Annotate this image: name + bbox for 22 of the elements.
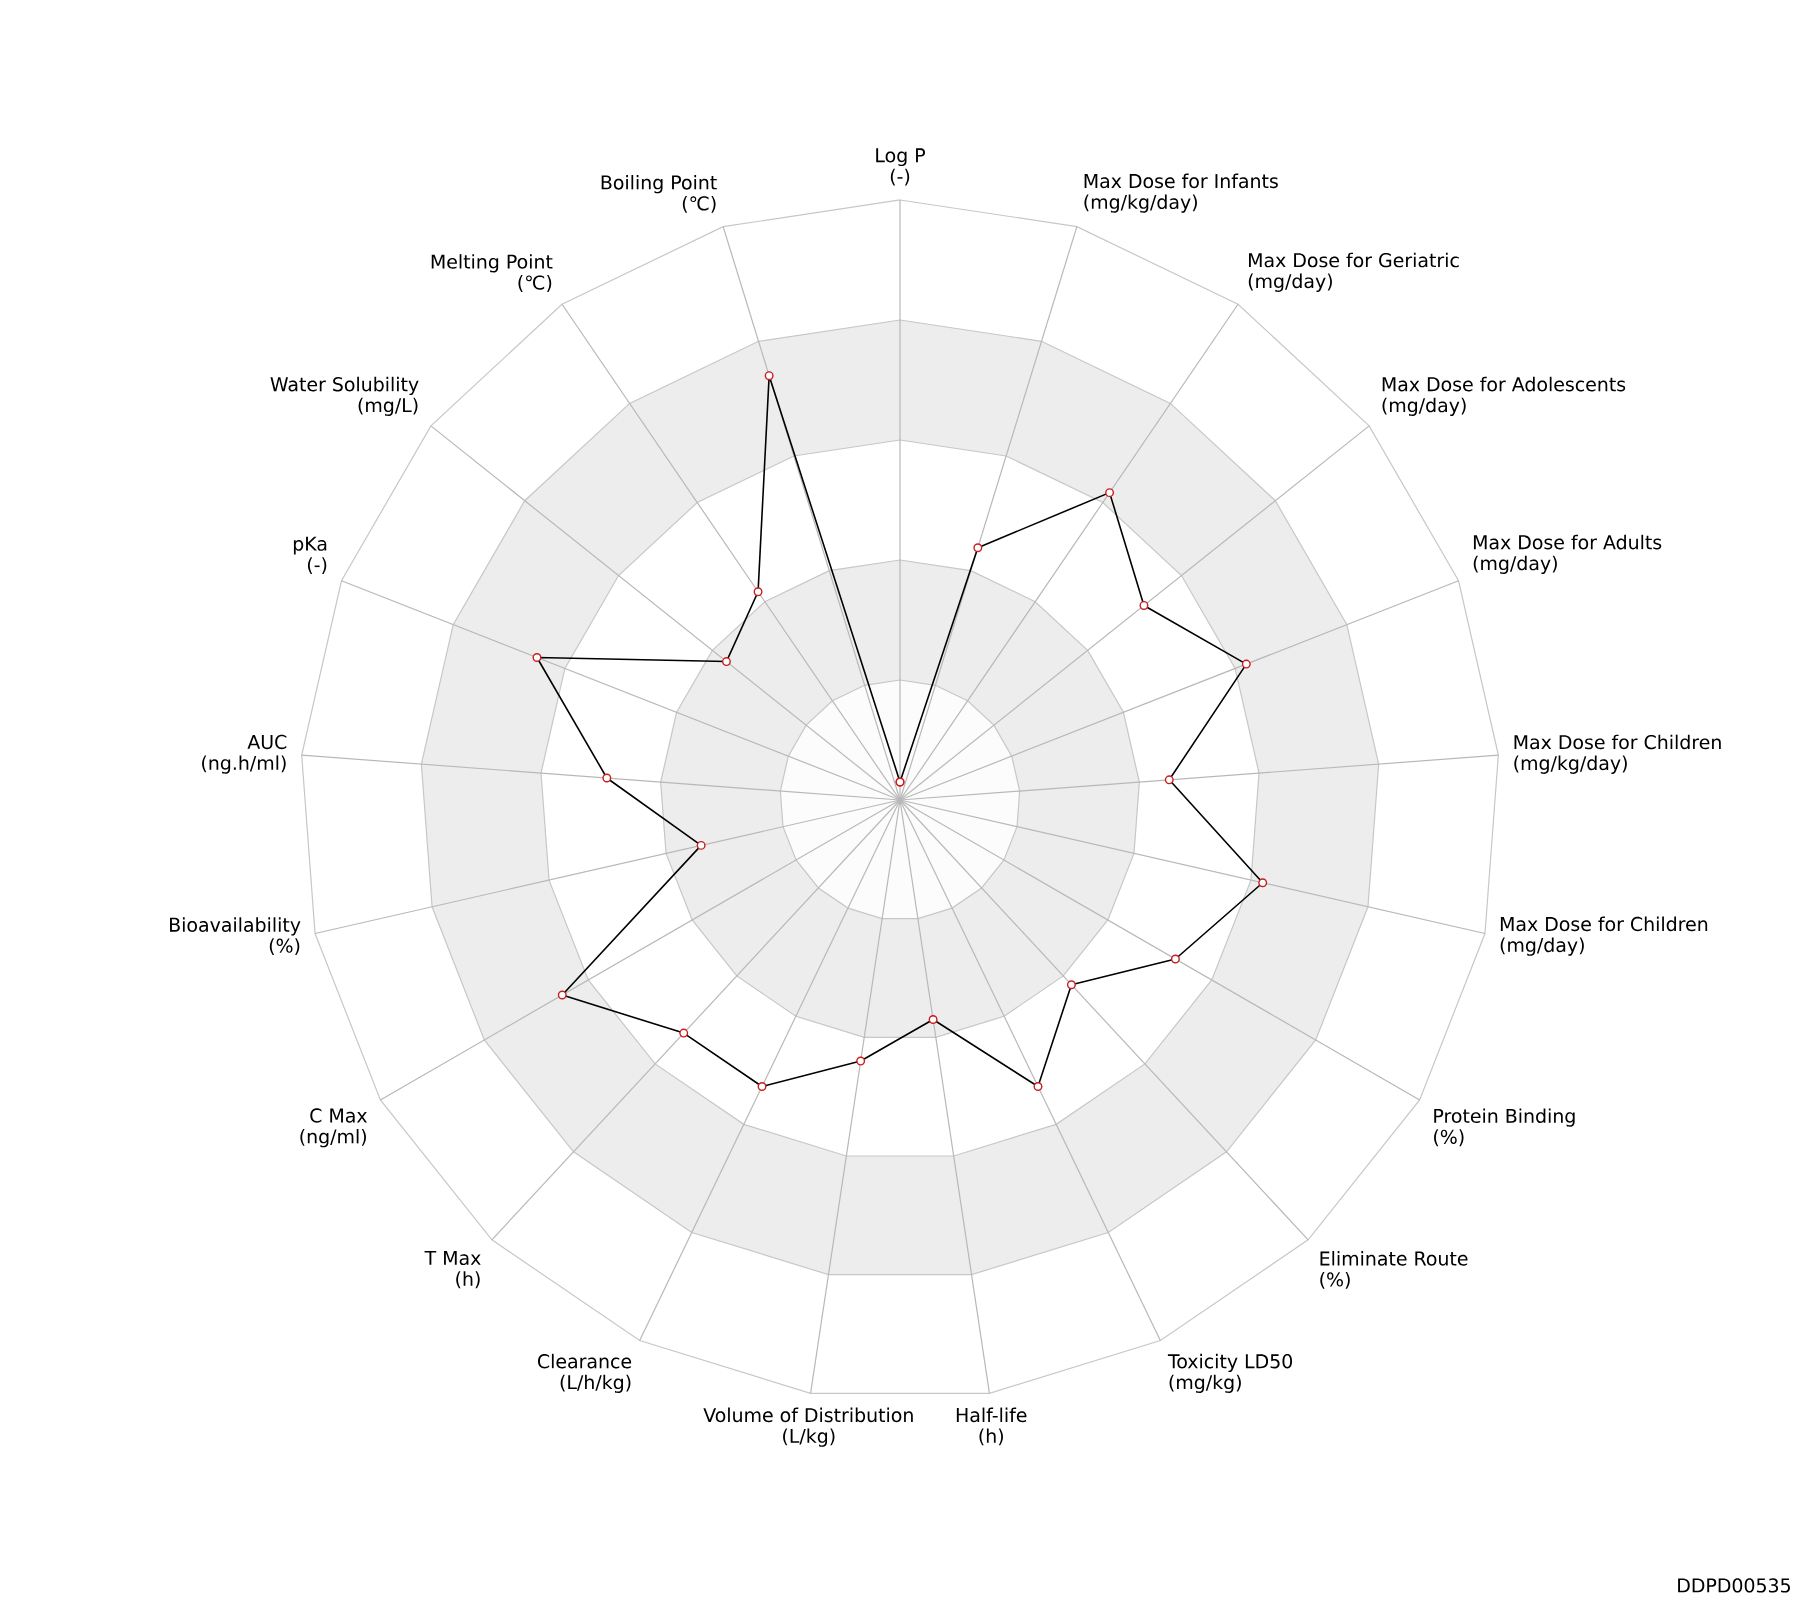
spoke-label: Max Dose for Children (mg/kg/day) [1514,734,1721,774]
spoke-label: Max Dose for Infants (mg/kg/day) [1084,173,1278,213]
spoke-label: Melting Point (℃) [431,254,553,292]
spoke-label: Max Dose for Adolescents (mg/day) [1382,376,1626,417]
spoke-label: T Max (h) [424,1251,481,1289]
text: DDPD00535 [1678,1578,1790,1593]
spoke-label: Log P (-) [876,148,925,186]
spoke-label: Toxicity LD50 (mg/kg) [1167,1353,1293,1394]
spoke-label: Volume of Distribution (L/kg) [703,1407,913,1447]
spoke-label: Boiling Point (℃) [601,174,717,213]
spoke-label: Protein Binding (%) [1434,1108,1575,1147]
spoke-label: pKa (-) [293,536,327,575]
spoke-label: Water Solubility (mg/L) [270,376,419,417]
spoke-label: Max Dose for Children (mg/day) [1500,916,1708,956]
spoke-label: Bioavailability (%) [170,917,301,956]
spoke-label: Half-life (h) [956,1407,1027,1446]
spoke-label: Clearance (L/h/kg) [537,1353,632,1394]
spoke-label: AUC (ng.h/ml) [202,734,287,774]
spoke-label: Max Dose for Adults (mg/day) [1473,534,1662,574]
spoke-label: Max Dose for Geriatric (mg/day) [1248,252,1459,292]
spoke-label: C Max (ng/ml) [300,1108,367,1148]
spoke-label: Eliminate Route (%) [1320,1251,1468,1289]
